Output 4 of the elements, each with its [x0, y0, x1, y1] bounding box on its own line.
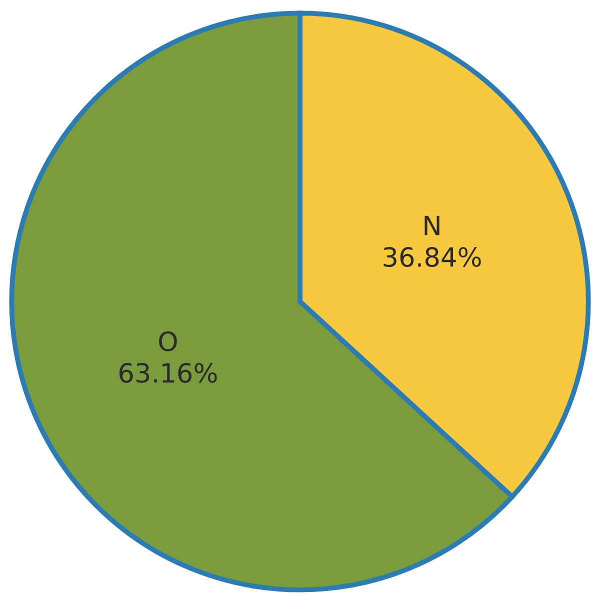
slice-label: N — [424, 216, 440, 236]
data-label: 36.84% — [384, 247, 481, 268]
slice-label: O — [159, 331, 177, 352]
data-label: 63.16% — [120, 362, 217, 383]
